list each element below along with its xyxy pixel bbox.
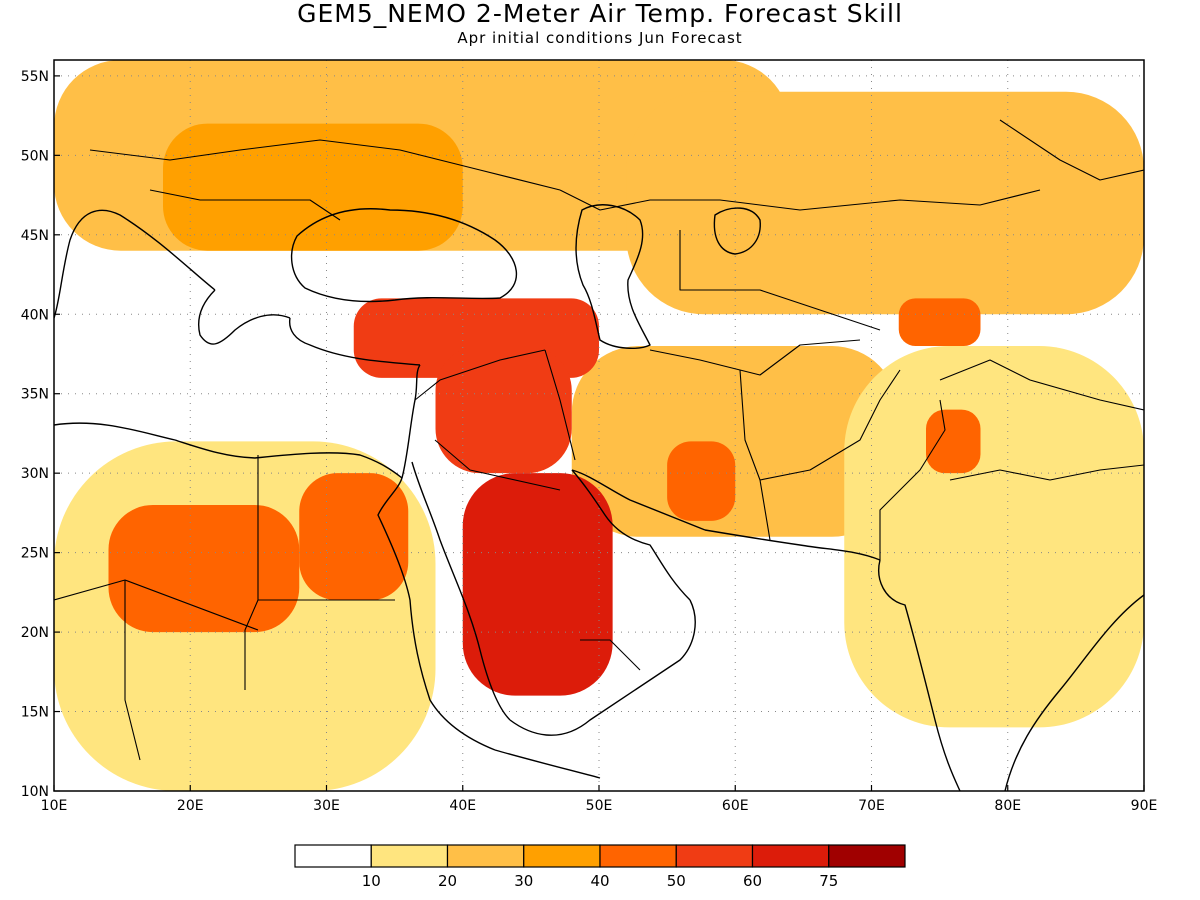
x-tick-label: 40E: [449, 798, 476, 814]
colorbar-swatch: [599, 844, 677, 868]
makran-coast: [704, 529, 881, 561]
skill-region: [435, 346, 572, 474]
skill-region: [462, 473, 613, 696]
border-kazakhstan-south: [679, 230, 881, 331]
border-afghanistan-pakistan: [759, 369, 901, 481]
gulf-east-coast: [571, 469, 706, 531]
colorbar-label: 10: [362, 872, 381, 890]
border-russia-kazakhstan: [559, 189, 1041, 211]
skill-region: [926, 409, 981, 474]
y-tick-label: 25N: [21, 546, 49, 562]
horn-of-africa-coast: [494, 749, 601, 779]
skill-region: [163, 123, 463, 251]
skill-region: [844, 346, 1144, 728]
border-iran-turkmenistan: [649, 339, 861, 376]
adriatic-italy-coast: [54, 209, 216, 319]
greece-coast: [198, 289, 291, 345]
red-sea-east-coast: [411, 461, 511, 721]
colorbar-swatch: [370, 844, 449, 868]
y-tick-label: 55N: [21, 69, 49, 85]
border-libya-egypt: [244, 455, 259, 690]
skill-region: [898, 298, 981, 347]
border-yemen-oman: [580, 639, 641, 671]
black-sea-coast: [290, 208, 517, 303]
colorbar-swatch: [294, 844, 372, 868]
south-arabia-coast: [509, 599, 696, 736]
coastlines: [54, 204, 1144, 791]
x-tick-label: 80E: [994, 798, 1021, 814]
aral-sea-coast: [713, 207, 761, 255]
y-tick-label: 45N: [21, 228, 49, 244]
bay-of-bengal-coast: [1004, 594, 1144, 791]
border-mongolia: [999, 119, 1144, 181]
x-tick-label: 10E: [41, 798, 68, 814]
y-axis-ticks: 10N 15N 20N 25N 30N 35N 40N 45N 50N 55N: [21, 69, 60, 800]
colorbar-label: 30: [514, 872, 533, 890]
y-tick-label: 20N: [21, 625, 49, 641]
y-tick-label: 15N: [21, 705, 49, 721]
colorbar: 10 20 30 40 50 60 75: [294, 844, 906, 890]
colorbar-label: 20: [438, 872, 457, 890]
x-tick-label: 20E: [177, 798, 204, 814]
north-africa-coast: [54, 422, 403, 479]
red-sea-west-coast: [377, 477, 496, 751]
border-iran-afghanistan: [739, 369, 771, 541]
y-tick-label: 50N: [21, 148, 49, 164]
border-europe-north: [89, 139, 561, 191]
skill-region: [667, 441, 736, 521]
colorbar-label: 40: [590, 872, 609, 890]
gulf-west-coast: [571, 469, 691, 601]
border-niger-chad: [124, 580, 141, 761]
y-tick-label: 35N: [21, 387, 49, 403]
grid-lines: [54, 60, 1144, 791]
chart-title: GEM5_NEMO 2-Meter Air Temp. Forecast Ski…: [297, 0, 903, 28]
colorbar-swatch: [675, 844, 754, 868]
chart-subtitle: Apr initial conditions Jun Forecast: [457, 29, 743, 47]
border-saudi-iraq: [434, 439, 561, 491]
border-iraq-iran: [544, 349, 576, 461]
x-tick-label: 70E: [858, 798, 885, 814]
x-tick-label: 90E: [1131, 798, 1158, 814]
levant-coast: [401, 364, 421, 479]
border-syria-turkey: [414, 349, 546, 401]
x-tick-label: 50E: [586, 798, 613, 814]
skill-region: [299, 473, 409, 601]
colorbar-label: 75: [819, 872, 838, 890]
colorbar-swatch: [751, 844, 830, 868]
colorbar-label: 60: [743, 872, 762, 890]
border-central-europe: [149, 189, 341, 221]
colorbar-label: 50: [667, 872, 686, 890]
y-tick-label: 40N: [21, 307, 49, 323]
country-borders: [54, 119, 1144, 761]
india-west-coast: [878, 559, 961, 791]
y-tick-label: 30N: [21, 466, 49, 482]
border-china-south: [939, 359, 1144, 411]
border-pakistan-india: [879, 399, 946, 560]
colorbar-swatch: [523, 844, 601, 868]
x-tick-label: 60E: [722, 798, 749, 814]
border-tibet-nepal: [949, 464, 1144, 481]
colorbar-swatch: [828, 844, 906, 868]
x-tick-label: 30E: [313, 798, 340, 814]
skill-region: [626, 91, 1144, 315]
skill-region: [108, 504, 300, 633]
x-axis-ticks: 10E 20E 30E 40E 50E 60E 70E 80E 90E: [41, 785, 1158, 814]
colorbar-swatch: [446, 844, 525, 868]
caspian-sea-coast: [575, 204, 651, 349]
turkey-south-coast: [288, 317, 421, 366]
y-tick-label: 10N: [21, 784, 49, 800]
